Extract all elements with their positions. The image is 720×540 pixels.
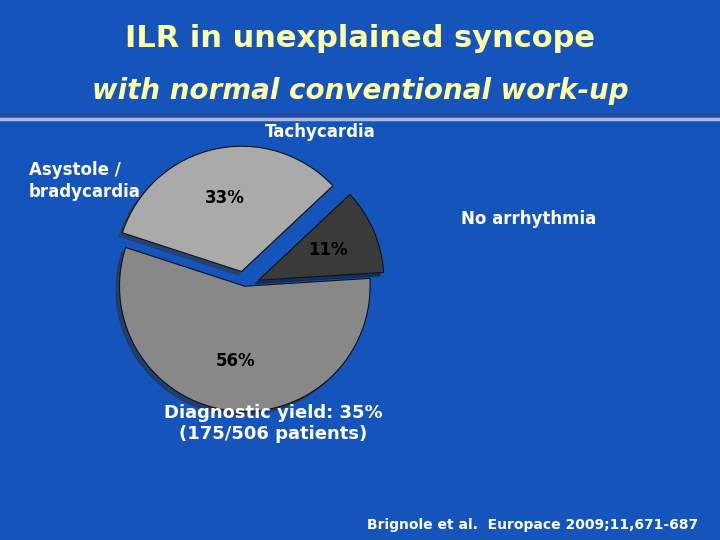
Text: 33%: 33% xyxy=(205,189,245,207)
Wedge shape xyxy=(120,247,370,411)
Text: Asystole /: Asystole / xyxy=(29,161,121,179)
Text: Diagnostic yield: 35%
(175/506 patients): Diagnostic yield: 35% (175/506 patients) xyxy=(164,404,383,443)
Text: Brignole et al.  Europace 2009;11,671-687: Brignole et al. Europace 2009;11,671-687 xyxy=(367,518,698,532)
Text: with normal conventional work-up: with normal conventional work-up xyxy=(91,77,629,105)
Text: 11%: 11% xyxy=(307,241,347,259)
Text: No arrhythmia: No arrhythmia xyxy=(461,210,596,228)
Text: 56%: 56% xyxy=(215,352,255,370)
Text: Tachycardia: Tachycardia xyxy=(265,123,376,141)
Text: bradycardia: bradycardia xyxy=(29,183,140,201)
Wedge shape xyxy=(258,194,384,280)
Wedge shape xyxy=(122,146,333,272)
Text: ILR in unexplained syncope: ILR in unexplained syncope xyxy=(125,24,595,52)
